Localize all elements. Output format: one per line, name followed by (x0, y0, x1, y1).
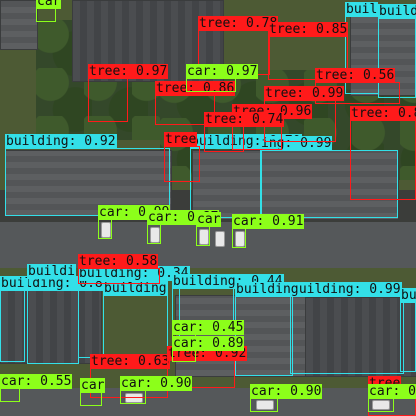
parked-car (372, 400, 390, 410)
detection-box: tree: 0.86 (155, 81, 236, 125)
parked-car (215, 231, 225, 247)
detection-label: tree: 0.97 (88, 64, 169, 79)
detection-label: car: 0.90 (250, 384, 323, 399)
detection-box: tree: 0.99 (264, 86, 345, 142)
detection-label: car: 0.9 (368, 384, 416, 399)
detection-label: car: 0.91 (232, 214, 305, 229)
detection-box: buil (345, 2, 379, 94)
detection-box: building (103, 281, 168, 355)
detection-label: car (196, 212, 222, 227)
detection-label: building (103, 281, 168, 296)
detection-box: car (196, 212, 222, 246)
detection-label: tree: 0.8 (350, 106, 416, 121)
detection-label: tree: 0.78 (198, 16, 279, 31)
detection-label: car: 0.45 (172, 320, 245, 335)
detection-label: tree: 0.99 (264, 86, 345, 101)
detection-box: car: 0.89 (172, 336, 245, 362)
detection-label: building (235, 282, 300, 297)
detection-box: tree: 0.63 (90, 354, 171, 398)
detection-label: buildi (27, 264, 76, 279)
detection-box: car: 0.90 (120, 376, 193, 404)
detection-box: ing: 0.99 (260, 136, 398, 218)
detection-box: car: 0.97 (186, 64, 259, 92)
detection-box: building: 0.92 (5, 134, 170, 216)
parked-car (256, 400, 274, 410)
detection-box: building: 0.99 (290, 282, 404, 374)
parked-car (199, 229, 209, 245)
detection-box: tree: 0.56 (315, 68, 400, 104)
building-roof (305, 297, 416, 377)
detection-label: tree (164, 132, 198, 147)
detection-box: car: 0.55 (0, 374, 73, 402)
parked-car (101, 222, 111, 238)
detection-box: car: 0.91 (232, 214, 305, 248)
detection-label: tree: 0.85 (268, 22, 349, 37)
detection-label: car (36, 0, 62, 9)
detection-box: bui (400, 288, 416, 372)
detection-label: car: 0.55 (0, 374, 73, 389)
detection-label: build (378, 4, 416, 19)
detection-box: car: 0.99 (98, 205, 171, 239)
detection-label: tree: 0.56 (315, 68, 396, 83)
detection-box: tree: 0.8 (350, 106, 416, 200)
detection-box: tree (164, 132, 200, 182)
detection-box: tree: 0.78 (198, 16, 279, 75)
parked-car (125, 393, 143, 403)
building-roof (192, 150, 399, 220)
road (0, 388, 416, 416)
detection-box: tree: 0.97 (88, 64, 169, 122)
parked-car (235, 231, 245, 247)
detection-label: building: 0.34 (78, 266, 190, 281)
detection-label: tree: 0.63 (90, 354, 171, 369)
detection-box: car: 0.9 (368, 384, 416, 412)
detection-label: tree: 0.86 (155, 81, 236, 96)
detection-box: car: 0.87 (147, 210, 220, 244)
detection-label: building: 0.92 (5, 134, 117, 149)
parked-car (150, 227, 160, 243)
detection-label: building: 0.99 (290, 282, 402, 297)
building-roof (0, 0, 38, 50)
detection-box: tree: 0.58 (78, 254, 160, 284)
detection-box: building: 0.70 (190, 134, 302, 218)
detection-box: car: 0.90 (250, 384, 323, 412)
detection-box: buildi (27, 264, 79, 364)
detection-box: car (36, 0, 62, 22)
detection-label: tree: 0.74 (204, 112, 285, 127)
detection-label: car: 0.97 (186, 64, 259, 79)
detection-label: ing: 0.99 (260, 136, 333, 151)
detection-label: building: 0.8 (0, 276, 104, 291)
detection-box: car (80, 378, 106, 406)
detection-label: tree: 0.58 (78, 254, 159, 269)
detection-label: car: 0.90 (120, 376, 193, 391)
detection-box: tree: 0.85 (268, 22, 349, 80)
detection-box: tree: 0.74 (204, 112, 285, 152)
detection-box: car: 0.45 (172, 320, 245, 348)
detection-label: bui (400, 288, 416, 303)
detection-label: buil (345, 2, 379, 17)
detection-box: building: 0.34 (78, 266, 190, 358)
detection-label: car (80, 378, 106, 393)
detection-box: building: 0.8 (0, 276, 104, 362)
detection-label: car: 0.89 (172, 336, 245, 351)
